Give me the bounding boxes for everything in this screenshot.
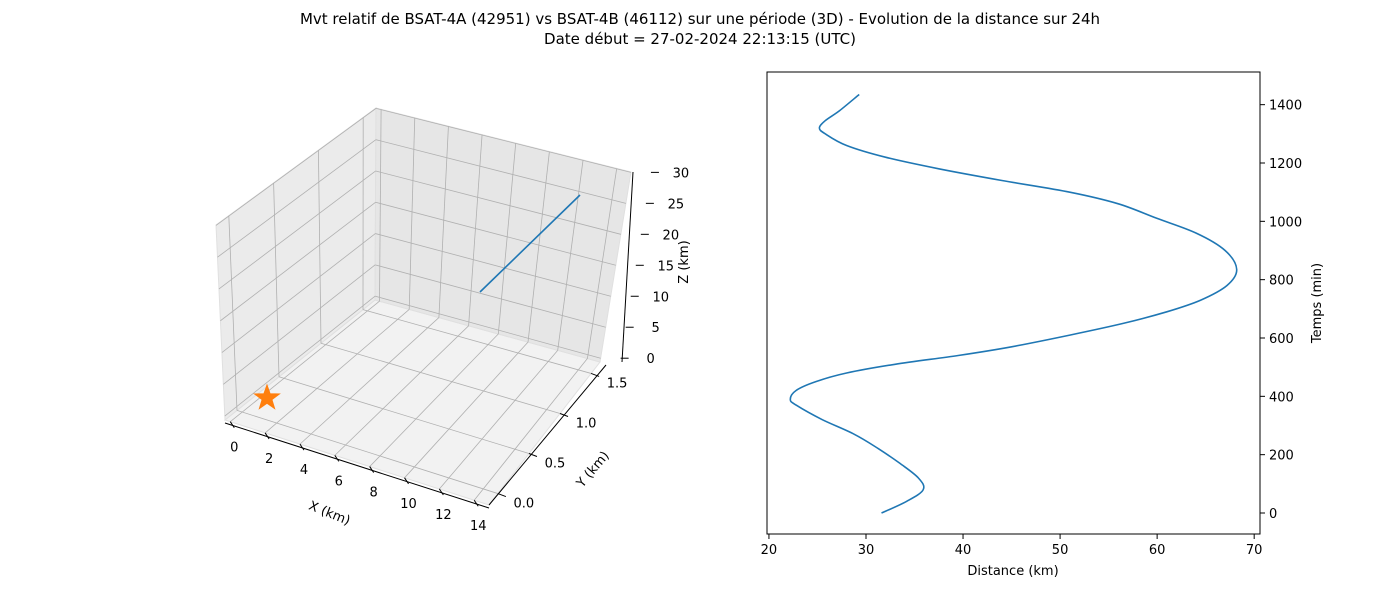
grid-z-left-30: [215, 108, 377, 226]
tick-label-y: 0.5: [545, 457, 566, 472]
tick-y-1.5: [590, 372, 600, 377]
grid-z-back-20: [375, 170, 621, 235]
tick-label-z: 20: [663, 228, 680, 243]
grid-z-left-25: [217, 139, 377, 258]
tick-label-y: 1.0: [576, 416, 597, 431]
x-tick-label: 60: [1149, 543, 1166, 558]
chart-2d-x-axis-label: Distance (km): [967, 564, 1058, 579]
grid-z-back-15: [375, 201, 616, 266]
tick-label-x: 4: [300, 463, 308, 478]
y-tick-label: 1200: [1269, 157, 1302, 172]
tick-label-x: 14: [470, 519, 487, 534]
tick-x-12: [438, 488, 444, 496]
tick-label-z: 25: [668, 197, 685, 212]
grid-z-back-25: [375, 139, 626, 204]
grid-z-left-20: [218, 170, 376, 290]
chart-2d-distance: 20 30 40 50 60 70 0 200 400 600 800 1000 1200 1400 Di…: [761, 71, 1325, 579]
grid-x-floor-0: [230, 300, 380, 423]
chart-2d-series: [789, 93, 1238, 514]
x-tick-label: 20: [761, 543, 778, 558]
x-tick-label: 30: [858, 543, 875, 558]
grid-z-left-5: [223, 264, 376, 385]
grid-x-floor-4: [299, 317, 440, 445]
grid-x-floor-10: [404, 341, 529, 479]
grid-z-left-0: [224, 295, 376, 417]
tick-label-y: 1.5: [607, 376, 628, 391]
grid-y-floor-0.5: [278, 376, 530, 454]
axis-y-line: [488, 364, 607, 506]
marker-origin-star: [253, 383, 281, 410]
tick-label-x: 12: [435, 508, 452, 523]
y-tick-label: 1400: [1269, 99, 1302, 114]
tick-x-4: [299, 443, 305, 451]
tick-label-z: 10: [652, 290, 669, 305]
axis-z-line: [621, 171, 634, 363]
y-tick-label: 0: [1269, 507, 1277, 522]
tick-y-0.5: [528, 453, 538, 457]
grid-x-floor-8: [369, 333, 499, 467]
grid-z-back-30: [375, 107, 632, 173]
y-tick-label: 200: [1269, 449, 1294, 464]
grid-z-left-15: [220, 201, 376, 322]
x-tick-label: 40: [955, 543, 972, 558]
tick-x-0: [229, 421, 235, 428]
grid-y-floor-1.0: [320, 342, 561, 414]
chart-3d-z-axis-label: Z (km): [677, 240, 692, 283]
tick-label-x: 6: [335, 474, 343, 489]
series-2d-distance-line-0: [789, 93, 1238, 514]
grid-x-floor-14: [473, 358, 588, 501]
tick-x-8: [369, 466, 375, 473]
chart-3d-y-axis-label: Y (km): [573, 449, 612, 492]
grid-y-floor-0.0: [236, 410, 499, 494]
y-tick-label: 400: [1269, 390, 1294, 405]
tick-x-10: [404, 477, 409, 485]
grid-z-back-10: [375, 233, 611, 297]
grid-y-floor-1.5: [362, 309, 592, 374]
chart-2d-y-axis-label: Temps (min): [1310, 263, 1325, 344]
figure-title-line1: Mvt relatif de BSAT-4A (42951) vs BSAT-4…: [300, 10, 1100, 28]
tick-x-6: [334, 455, 340, 462]
tick-label-x: 8: [370, 486, 378, 501]
grid-z-back-0: [374, 295, 601, 359]
x-tick-label: 70: [1246, 543, 1263, 558]
grid-z-back-5: [375, 264, 606, 328]
y-tick-label: 600: [1269, 332, 1294, 347]
tick-label-z: 15: [658, 259, 675, 274]
chart-3d-x-axis-label: X (km): [306, 499, 352, 529]
tick-label-z: 0: [646, 352, 654, 367]
chart-3d-trajectory: 0 2 4 6 8 10 12 14 0.0 0.5 1.0 1.5 0 5 10 15 20 25 30 X (k…: [215, 107, 692, 534]
tick-label-x: 10: [400, 497, 417, 512]
chart-3d-grid: [215, 107, 659, 509]
chart-3d-ticks: 0 2 4 6 8 10 12 14 0.0 0.5 1.0 1.5 0 5 10 15 20 25 30: [230, 166, 689, 534]
chart-3d-series: [253, 194, 581, 410]
chart-2d-plot-frame: [766, 71, 1261, 535]
tick-x-2: [264, 432, 270, 440]
grid-x-floor-12: [439, 350, 559, 490]
y-tick-label: 1000: [1269, 215, 1302, 230]
grid-z-left-10: [221, 233, 376, 353]
tick-label-z: 30: [673, 166, 690, 181]
x-tick-label: 50: [1052, 543, 1069, 558]
figure-title-line2: Date début = 27-02-2024 22:13:15 (UTC): [544, 30, 856, 48]
grid-x-floor-6: [334, 325, 469, 456]
chart-3d-panes: [215, 107, 632, 506]
y-tick-label: 800: [1269, 274, 1294, 289]
chart-2d-ticks: 20 30 40 50 60 70 0 200 400 600 800 1000 1200 1400: [761, 99, 1302, 558]
series-3d-trajectory: [479, 194, 581, 293]
tick-label-y: 0.0: [514, 497, 535, 512]
tick-label-z: 5: [652, 321, 660, 336]
tick-label-x: 2: [265, 452, 273, 467]
tick-x-14: [473, 499, 479, 507]
axis-x-line: [224, 422, 490, 509]
tick-y-0.0: [497, 493, 507, 498]
tick-label-x: 0: [230, 441, 238, 456]
grid-x-floor-2: [264, 309, 410, 434]
